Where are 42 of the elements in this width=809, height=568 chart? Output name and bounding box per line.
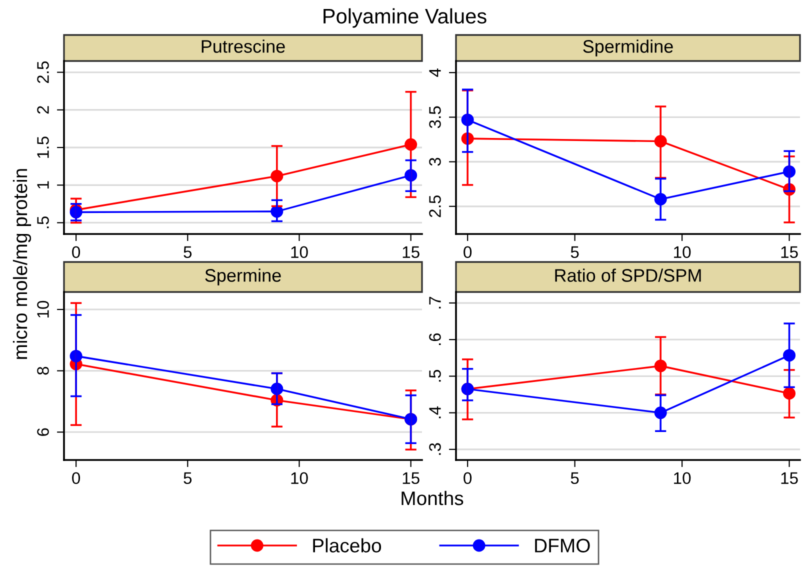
x-tick-label: 10 xyxy=(291,246,308,258)
chart-title: Putrescine xyxy=(202,40,285,53)
y-tick-label: 8 xyxy=(37,366,49,375)
x-tick-label: 15 xyxy=(402,246,420,258)
x-tick-label: 5 xyxy=(570,472,579,484)
x-tick-label: 10 xyxy=(674,472,691,484)
y-tick-label: 3.5 xyxy=(429,106,441,128)
y-tick-label: 3 xyxy=(429,158,441,166)
x-tick-label: 0 xyxy=(72,246,80,258)
y-tick-label: 10 xyxy=(37,300,49,318)
x-tick-label: 0 xyxy=(464,472,472,484)
y-tick-label: 2.5 xyxy=(37,61,49,84)
x-tick-label: 10 xyxy=(674,246,691,258)
y-tick-label: 2.5 xyxy=(429,195,441,218)
x-tick-label: 5 xyxy=(570,246,579,258)
text: Polyamine Values xyxy=(324,8,486,28)
x-tick-label: 15 xyxy=(781,246,798,258)
x-tick-label: 5 xyxy=(184,246,192,258)
y-tick-label: .5 xyxy=(429,370,441,382)
x-tick-label: 0 xyxy=(72,472,80,484)
y-tick-label: .6 xyxy=(429,333,441,346)
y-tick-label: .3 xyxy=(429,443,441,455)
y-axis-title: micro mole/mg protein xyxy=(12,169,32,359)
x-tick-label: 15 xyxy=(781,472,798,484)
y-tick-label: .5 xyxy=(37,216,49,228)
chart-title: Ratio of SPD/SPM xyxy=(555,268,701,282)
x-tick-label: 5 xyxy=(184,472,192,484)
chart-title: Spermidine xyxy=(583,40,673,56)
x-tick-label: 0 xyxy=(464,246,472,258)
y-tick-label: 2 xyxy=(37,106,49,114)
legend-label: DFMO xyxy=(535,538,590,552)
y-tick-label: .4 xyxy=(429,406,441,418)
legend-label: Placebo xyxy=(313,538,382,552)
y-tick-label: 1.5 xyxy=(37,136,49,158)
y-tick-label: 1 xyxy=(37,181,49,188)
chart-title: Spermine xyxy=(205,268,281,286)
y-tick-label: 4 xyxy=(429,68,441,77)
y-tick-label: 6 xyxy=(37,428,49,436)
y-tick-label: .7 xyxy=(429,296,441,308)
x-axis-title: Months xyxy=(402,490,464,506)
x-tick-label: 15 xyxy=(402,472,420,484)
x-tick-label: 10 xyxy=(291,472,308,484)
